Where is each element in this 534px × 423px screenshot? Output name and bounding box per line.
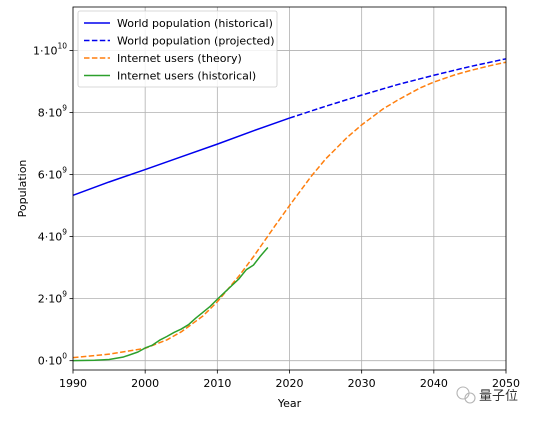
y-tick-exponent: 9: [62, 228, 67, 237]
y-tick-mantissa: 8·10: [38, 106, 63, 119]
x-tick-label: 2000: [131, 377, 159, 390]
y-tick-label: 1·10 10: [33, 41, 67, 57]
y-tick-exponent: 9: [62, 290, 67, 299]
watermark-text: 量子位: [479, 389, 518, 404]
y-tick-label: 0·10 0: [38, 352, 68, 368]
y-tick-mantissa: 0·10: [38, 355, 63, 368]
legend-box: [77, 10, 278, 88]
y-axis-label: Population: [16, 160, 29, 218]
legend-label: World population (projected): [117, 35, 275, 48]
x-tick-label: 1990: [59, 377, 87, 390]
y-tick-mantissa: 4·10: [38, 231, 63, 244]
y-tick-exponent: 10: [57, 41, 67, 50]
y-tick-exponent: 0: [62, 352, 67, 361]
x-tick-label: 2030: [348, 377, 376, 390]
legend-label: Internet users (historical): [117, 70, 256, 83]
y-tick-exponent: 9: [62, 103, 67, 112]
y-tick-label: 8·10 9: [38, 103, 68, 119]
y-tick-label: 2·10 9: [38, 290, 68, 306]
legend-label: Internet users (theory): [117, 52, 242, 65]
x-tick-label: 2010: [203, 377, 231, 390]
wechat-logo-icon: [456, 386, 476, 404]
y-tick-mantissa: 2·10: [38, 293, 63, 306]
y-tick-label: 6·10 9: [38, 166, 68, 182]
plot-series: [72, 58, 507, 362]
x-tick-label: 2040: [420, 377, 448, 390]
series-line-2: [289, 58, 507, 119]
x-tick-label: 2050: [492, 377, 520, 390]
series-line-3: [72, 61, 507, 359]
series-line-4: [72, 246, 269, 362]
x-tick-label: 2020: [276, 377, 304, 390]
y-tick-mantissa: 6·10: [38, 169, 63, 182]
y-tick-exponent: 9: [62, 166, 67, 175]
watermark: 量子位: [456, 386, 518, 404]
x-axis-label: Year: [277, 397, 302, 410]
y-tick-mantissa: 1·10: [33, 44, 58, 57]
legend-label: World population (historical): [117, 17, 273, 30]
legend: World population (historical) World popul…: [77, 10, 278, 88]
series-line-1: [72, 117, 290, 197]
y-tick-label: 4·10 9: [38, 228, 68, 244]
